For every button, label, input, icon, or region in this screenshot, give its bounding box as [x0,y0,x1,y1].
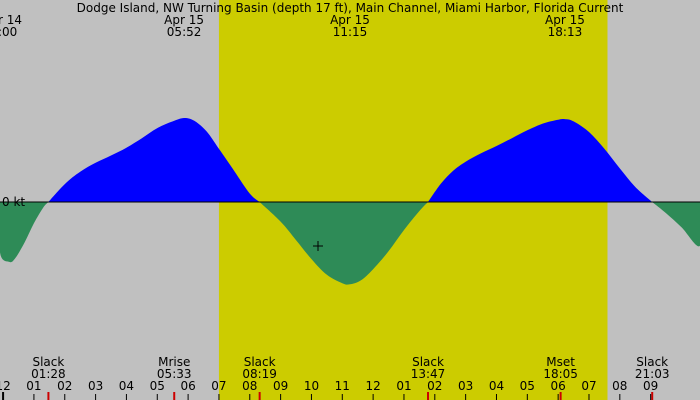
hour-label-1: 12 [0,379,11,393]
hour-tick-6 [156,394,158,400]
bottom-event-label-3: Slack [412,355,444,369]
hour-tick-7 [187,394,189,400]
hour-tick-8 [218,394,220,400]
hour-label-2: 01 [26,379,41,393]
crosshair-cursor [313,241,323,251]
bottom-event-label-5: Slack [636,355,668,369]
current-areas [0,117,700,285]
hour-tick-5 [125,394,127,400]
event-marker-1 [173,392,176,400]
bottom-event-time-0: 01:28 [31,367,66,381]
hour-tick-12 [341,394,343,400]
zero-label: 0 kt [2,195,25,209]
top-event-time-1: 05:52 [167,25,202,39]
hour-label-21: 08 [612,379,627,393]
hour-tick-11 [310,394,312,400]
hour-tick-20 [588,394,590,400]
hour-tick-2 [33,394,35,400]
hour-tick-9 [249,394,251,400]
event-marker-4 [559,392,562,400]
hour-tick-16 [465,394,467,400]
hour-label-11: 10 [304,379,319,393]
bottom-event-label-2: Slack [244,355,276,369]
bottom-event-time-2: 08:19 [242,367,277,381]
hour-label-9: 08 [242,379,257,393]
bottom-event-time-1: 05:33 [157,367,192,381]
flood-area-3 [428,118,653,202]
hour-label-16: 03 [458,379,473,393]
ebb-area-2 [259,202,428,285]
hour-tick-15 [434,394,436,400]
hour-tick-22 [650,394,652,400]
hour-label-14: 01 [396,379,411,393]
top-event-date-0: r 14 [0,13,22,27]
hour-tick-21 [619,394,621,400]
hour-tick-18 [526,394,528,400]
hour-tick-19 [557,394,559,400]
hour-label-5: 04 [119,379,134,393]
hour-label-4: 03 [88,379,103,393]
chart-title: Dodge Island, NW Turning Basin (depth 17… [77,1,624,15]
bottom-event-label-4: Mset [546,355,575,369]
top-event-time-2: 11:15 [333,25,368,39]
hour-tick-14 [403,394,405,400]
hour-label-15: 02 [427,379,442,393]
hour-label-13: 12 [365,379,380,393]
top-event-date-3: Apr 15 [545,13,585,27]
top-event-time-0: :00 [0,25,17,39]
hour-label-3: 02 [57,379,72,393]
hour-label-8: 07 [211,379,226,393]
hour-tick-4 [95,394,97,400]
event-marker-0 [47,392,50,400]
bottom-event-time-5: 21:03 [635,367,670,381]
hour-label-20: 07 [581,379,596,393]
hour-tick-10 [280,394,282,400]
bottom-event-time-4: 18:05 [543,367,578,381]
bottom-event-time-3: 13:47 [411,367,446,381]
event-marker-5 [651,392,654,400]
top-event-date-1: Apr 15 [164,13,204,27]
hour-label-7: 06 [180,379,195,393]
hour-tick-13 [372,394,374,400]
hour-label-17: 04 [489,379,504,393]
hour-axis: 1120102030405060708091011120102030405060… [0,379,658,400]
ebb-area-0 [0,202,49,263]
top-event-time-3: 18:13 [548,25,583,39]
bottom-events: Slack01:28Mrise05:33Slack08:19Slack13:47… [31,355,669,400]
bottom-event-label-1: Mrise [158,355,190,369]
bottom-event-label-0: Slack [32,355,64,369]
top-event-date-2: Apr 15 [330,13,370,27]
hour-tick-1 [2,392,5,400]
hour-label-19: 06 [551,379,566,393]
flood-area-1 [48,117,260,202]
ebb-area-4 [652,202,700,247]
hour-label-18: 05 [520,379,535,393]
hour-label-6: 05 [150,379,165,393]
event-marker-2 [258,392,261,400]
hour-tick-3 [64,394,66,400]
hour-label-12: 11 [335,379,350,393]
hour-label-10: 09 [273,379,288,393]
event-marker-3 [427,392,430,400]
hour-tick-17 [495,394,497,400]
hour-label-22: 09 [643,379,658,393]
